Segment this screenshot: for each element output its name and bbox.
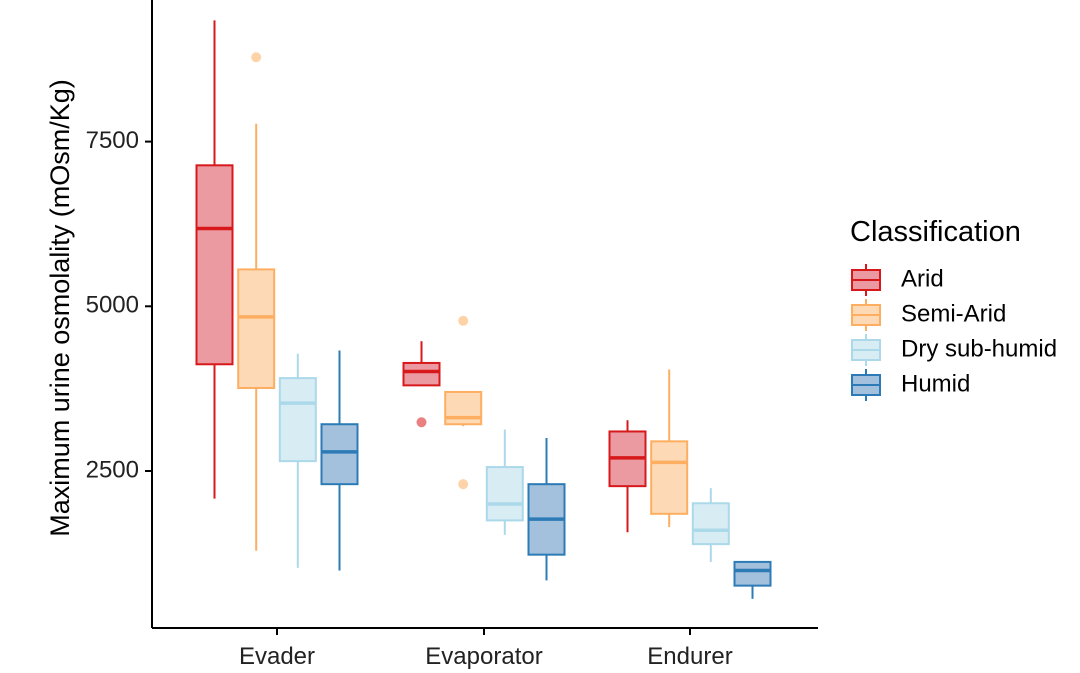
series-semi-arid <box>237 52 689 551</box>
legend-label-humid: Humid <box>901 370 970 397</box>
box-semi-arid-evaporator-outlier-0 <box>458 315 469 326</box>
box-humid-evader <box>320 423 359 486</box>
plot-area <box>195 20 772 599</box>
box-semi-arid-evader-outlier-0 <box>251 52 262 63</box>
y-axis-title: Maximum urine osmolality (mOsm/Kg) <box>45 79 75 537</box>
box-semi-arid-evader <box>237 268 276 389</box>
legend-label-semi-arid: Semi-Arid <box>901 300 1006 327</box>
legend-item-humid: Humid <box>851 369 970 401</box>
legend-title: Classification <box>850 216 1021 248</box>
box-humid-endurer <box>733 560 772 587</box>
box-arid-evaporator-outlier-0 <box>416 417 427 428</box>
x-ticks: Evader Evaporator Endurer <box>239 628 733 670</box>
series-dry-sub-humid <box>278 353 730 568</box>
box-semi-arid-evaporator-outlier-1 <box>458 479 469 490</box>
x-tick-label-evader: Evader <box>239 643 315 670</box>
box-arid-evader <box>195 164 234 366</box>
legend-item-dry-sub-humid: Dry sub-humid <box>851 334 1057 366</box>
legend-item-arid: Arid <box>851 264 944 296</box>
box-dry-sub-humid-evaporator <box>485 466 524 522</box>
series-humid <box>320 350 772 599</box>
legend-label-arid: Arid <box>901 265 944 292</box>
y-tick-label-2500: 2500 <box>86 456 139 483</box>
legend-item-semi-arid: Semi-Arid <box>851 299 1006 331</box>
legend-label-dry-sub-humid: Dry sub-humid <box>901 335 1057 362</box>
series-arid <box>195 20 647 533</box>
box-semi-arid-endurer <box>650 440 689 515</box>
x-tick-label-endurer: Endurer <box>647 643 732 670</box>
y-tick-label-7500: 7500 <box>86 127 139 154</box>
y-tick-label-5000: 5000 <box>86 292 139 319</box>
x-tick-label-evaporator: Evaporator <box>425 643 542 670</box>
legend: Classification Arid Semi-Arid Dry sub-humi… <box>850 216 1057 401</box>
box-dry-sub-humid-endurer <box>691 502 730 546</box>
y-ticks: 2500 5000 7500 <box>86 127 152 483</box>
box-arid-evaporator <box>402 361 441 387</box>
box-dry-sub-humid-evader <box>278 377 317 463</box>
